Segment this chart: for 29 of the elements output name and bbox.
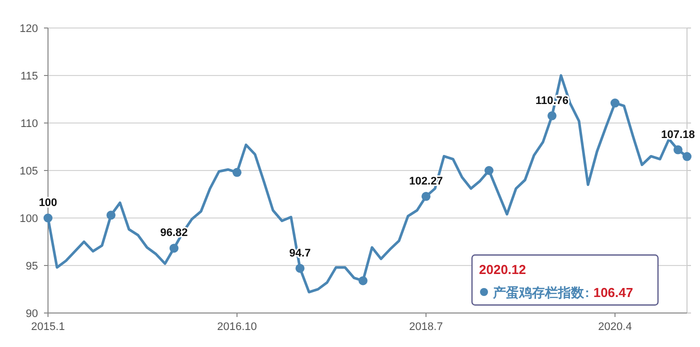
data-label: 100: [38, 197, 58, 209]
y-tick-label: 100: [20, 213, 38, 225]
data-label: 107.18: [661, 128, 695, 141]
y-tick-label: 95: [26, 260, 38, 272]
y-tick-label: 120: [20, 23, 38, 35]
point: [296, 264, 304, 273]
point: [44, 214, 52, 222]
legend: 产蛋鸡存栏指数: [480, 285, 584, 300]
point: [106, 210, 116, 220]
y-tick-label: 110: [20, 118, 38, 130]
point: [170, 244, 178, 253]
point: [232, 168, 242, 177]
point: [358, 276, 368, 286]
y-tick-label: 115: [20, 70, 38, 82]
annotation: :: [585, 285, 590, 300]
point: [682, 152, 692, 162]
annotation: 106.47: [593, 285, 634, 300]
point: [484, 166, 494, 175]
x-tick-label: 2016.10: [217, 321, 257, 333]
point: [674, 145, 682, 154]
x-tick-label: 2018.7: [409, 321, 443, 333]
y-tick-label: 90: [26, 308, 38, 320]
x-tick-label: 2015.1: [31, 321, 65, 333]
y-tick-label: 105: [20, 166, 38, 178]
x-tick-label: 2020.4: [598, 321, 632, 333]
point: [422, 192, 430, 201]
point: [548, 111, 556, 120]
point: [610, 98, 620, 108]
annotation: 2020.12: [479, 262, 526, 277]
